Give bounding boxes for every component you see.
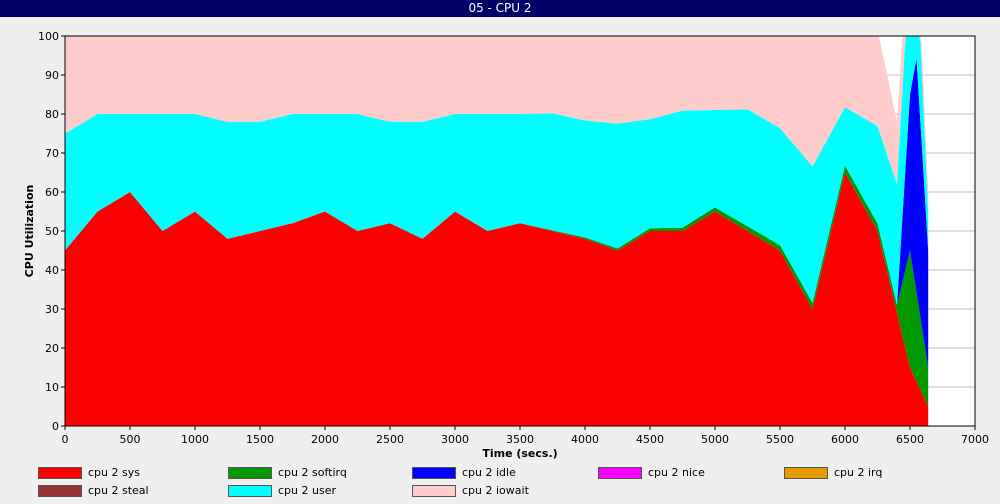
legend-swatch bbox=[38, 467, 82, 479]
y-axis-title: CPU Utilization bbox=[23, 185, 36, 278]
y-tick-label: 80 bbox=[45, 108, 59, 121]
legend-swatch bbox=[784, 467, 828, 479]
chart-title: 05 - CPU 2 bbox=[468, 1, 532, 15]
y-tick-label: 70 bbox=[45, 147, 59, 160]
cpu-utilization-chart: 0 500 1000 1500 2000 2500 3000 3500 4000 4500 5000… bbox=[23, 30, 989, 460]
legend-swatch bbox=[598, 467, 642, 479]
legend-label: cpu 2 irq bbox=[834, 466, 883, 479]
x-tick-label: 3000 bbox=[441, 433, 469, 446]
legend-swatch bbox=[228, 467, 272, 479]
x-tick-label: 5000 bbox=[701, 433, 729, 446]
legend-label: cpu 2 softirq bbox=[278, 466, 347, 479]
x-tick-label: 1500 bbox=[246, 433, 274, 446]
chart-legend: cpu 2 sys cpu 2 softirq cpu 2 idle cpu 2 ni… bbox=[0, 463, 1000, 504]
legend-swatch bbox=[38, 485, 82, 497]
x-tick-label: 5500 bbox=[766, 433, 794, 446]
area-cpu-2-sys bbox=[65, 172, 929, 426]
x-tick-label: 6000 bbox=[831, 433, 859, 446]
x-tick-label: 3500 bbox=[506, 433, 534, 446]
x-tick-label: 2500 bbox=[376, 433, 404, 446]
y-axis-ticks: 0 10 20 30 40 50 60 70 80 90 100 bbox=[38, 30, 65, 433]
y-tick-label: 30 bbox=[45, 303, 59, 316]
legend-label: cpu 2 idle bbox=[462, 466, 516, 479]
legend-swatch bbox=[412, 467, 456, 479]
x-tick-label: 500 bbox=[120, 433, 141, 446]
legend-swatch bbox=[412, 485, 456, 497]
legend-swatch bbox=[228, 485, 272, 497]
data-areas bbox=[65, 36, 929, 426]
area-cpu-2-iowait bbox=[65, 36, 929, 212]
legend-label: cpu 2 user bbox=[278, 484, 336, 497]
x-tick-label: 0 bbox=[62, 433, 69, 446]
x-tick-label: 1000 bbox=[181, 433, 209, 446]
x-tick-label: 4000 bbox=[571, 433, 599, 446]
y-tick-label: 0 bbox=[52, 420, 59, 433]
legend-label: cpu 2 iowait bbox=[462, 484, 529, 497]
y-tick-label: 60 bbox=[45, 186, 59, 199]
x-tick-label: 2000 bbox=[311, 433, 339, 446]
legend-label: cpu 2 steal bbox=[88, 484, 149, 497]
legend-label: cpu 2 sys bbox=[88, 466, 140, 479]
y-tick-label: 100 bbox=[38, 30, 59, 43]
x-tick-label: 4500 bbox=[636, 433, 664, 446]
x-tick-label: 7000 bbox=[961, 433, 989, 446]
legend-label: cpu 2 nice bbox=[648, 466, 705, 479]
y-tick-label: 50 bbox=[45, 225, 59, 238]
x-tick-label: 6500 bbox=[896, 433, 924, 446]
area-cpu-2-user bbox=[65, 36, 929, 306]
x-axis-title: Time (secs.) bbox=[482, 447, 557, 460]
y-tick-label: 90 bbox=[45, 69, 59, 82]
x-axis-ticks: 0 500 1000 1500 2000 2500 3000 3500 4000 4500 5000… bbox=[62, 426, 989, 446]
y-tick-label: 10 bbox=[45, 381, 59, 394]
y-tick-label: 20 bbox=[45, 342, 59, 355]
chart-title-bar: 05 - CPU 2 bbox=[0, 0, 1000, 17]
y-tick-label: 40 bbox=[45, 264, 59, 277]
